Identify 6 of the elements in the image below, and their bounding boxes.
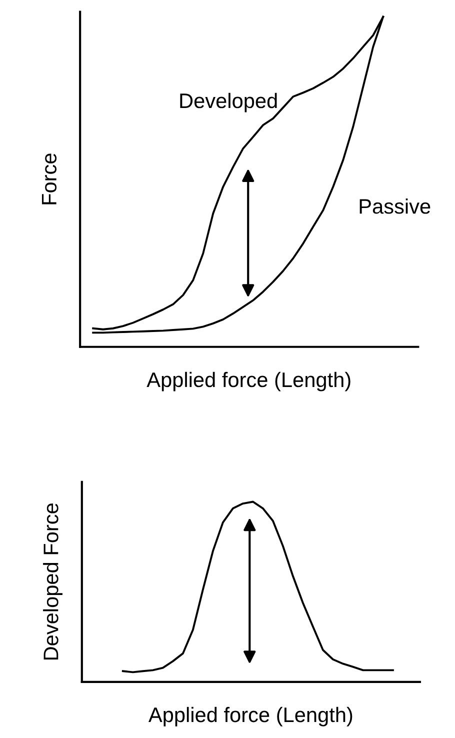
series-label: Passive	[360, 198, 430, 214]
series-label: Developed	[180, 92, 277, 112]
y-axis-title: Developed Force	[43, 504, 62, 660]
x-axis-title: Applied force (Length)	[148, 706, 352, 726]
x-axis-title: Applied force (Length)	[146, 372, 350, 392]
y-axis-title: Force	[42, 154, 57, 204]
